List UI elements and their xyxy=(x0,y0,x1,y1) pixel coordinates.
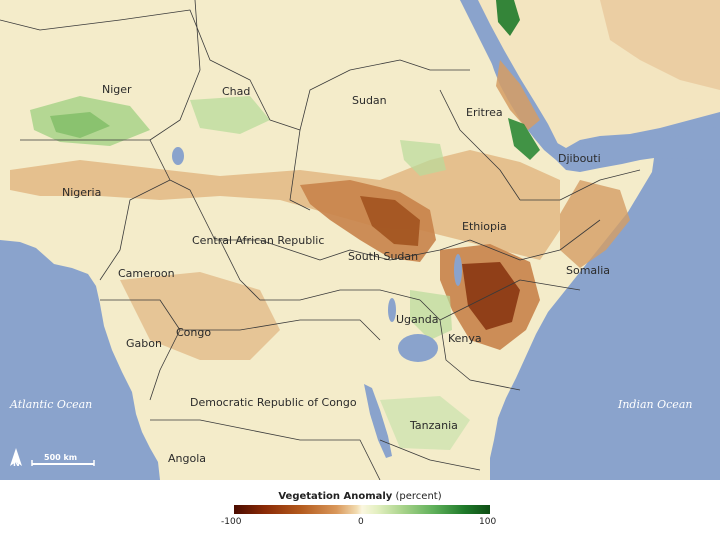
lake-turkana xyxy=(454,254,462,286)
lake-tanganyika xyxy=(364,384,392,458)
label-south-sudan: South Sudan xyxy=(348,250,418,263)
green-anomaly-zones xyxy=(30,0,540,450)
label-gabon: Gabon xyxy=(126,337,162,350)
country-borders xyxy=(0,0,641,480)
label-angola: Angola xyxy=(168,452,206,465)
label-congo: Congo xyxy=(176,326,211,339)
drought-anomaly-zones xyxy=(10,0,720,360)
lake-albert xyxy=(388,298,396,322)
label-uganda: Uganda xyxy=(396,313,438,326)
label-sudan: Sudan xyxy=(352,94,387,107)
label-nigeria: Nigeria xyxy=(62,186,101,199)
label-ethiopia: Ethiopia xyxy=(462,220,507,233)
legend-title-text: Vegetation Anomaly xyxy=(278,491,393,502)
label-chad: Chad xyxy=(222,85,250,98)
legend-title: Vegetation Anomaly (percent) xyxy=(0,491,720,503)
vegetation-anomaly-map: Niger Chad Sudan Eritrea Djibouti Nigeri… xyxy=(0,0,720,480)
land-mass xyxy=(0,0,654,480)
legend-tick-zero: 0 xyxy=(358,517,364,527)
north-arrow-label: N xyxy=(13,459,20,468)
lake-victoria xyxy=(398,334,438,362)
legend-tick-max: 100 xyxy=(479,517,497,527)
label-kenya: Kenya xyxy=(448,332,482,345)
label-democratic-republic-of-congo: Democratic Republic of Congo xyxy=(190,396,357,409)
north-arrow-icon: N xyxy=(10,448,22,468)
label-cameroon: Cameroon xyxy=(118,267,175,280)
label-tanzania: Tanzania xyxy=(409,419,458,432)
label-somalia: Somalia xyxy=(566,264,610,277)
label-indian-ocean: Indian Ocean xyxy=(617,398,692,411)
gulf-of-aden xyxy=(554,126,720,166)
scale-bar-label: 500 km xyxy=(44,453,77,462)
legend-color-bar xyxy=(234,505,490,514)
lake-chad xyxy=(172,147,184,165)
legend-tick-min: -100 xyxy=(221,517,242,527)
country-labels: Niger Chad Sudan Eritrea Djibouti Nigeri… xyxy=(62,83,610,465)
legend-unit: (percent) xyxy=(395,491,442,502)
label-central-african-republic: Central African Republic xyxy=(192,234,324,247)
label-eritrea: Eritrea xyxy=(466,106,503,119)
lakes xyxy=(172,147,462,458)
label-djibouti: Djibouti xyxy=(558,152,601,165)
scale-bar: 500 km xyxy=(31,453,95,466)
label-atlantic-ocean: Atlantic Ocean xyxy=(9,398,92,411)
label-niger: Niger xyxy=(102,83,132,96)
